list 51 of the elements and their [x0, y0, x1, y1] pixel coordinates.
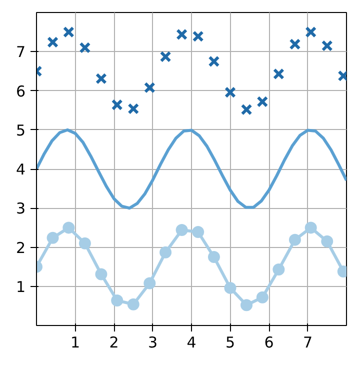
y-tick-label: 1	[16, 278, 26, 296]
x-tick-label: 2	[109, 334, 119, 352]
point	[160, 246, 172, 258]
x-tick-label: 5	[225, 334, 236, 352]
point	[240, 104, 252, 116]
point	[176, 28, 188, 40]
point	[127, 298, 140, 310]
point	[224, 86, 236, 98]
point	[62, 222, 75, 234]
point	[95, 268, 108, 280]
point	[144, 277, 156, 290]
point	[256, 291, 268, 304]
point	[128, 103, 140, 114]
point	[208, 56, 220, 68]
point	[46, 232, 59, 244]
point	[272, 68, 284, 80]
point	[160, 50, 172, 62]
y-tick-label: 5	[16, 121, 26, 140]
y-tick-label: 7	[16, 43, 26, 62]
point	[288, 234, 301, 246]
point	[208, 251, 220, 264]
x-tick-label: 3	[148, 334, 158, 352]
x-tick-label: 7	[302, 334, 313, 352]
point	[289, 38, 301, 50]
point	[192, 30, 204, 42]
y-tick-label: 3	[16, 200, 26, 218]
point	[224, 282, 236, 294]
point	[47, 36, 59, 48]
point	[321, 40, 333, 52]
y-tick-label: 6	[16, 82, 26, 100]
point	[78, 237, 91, 250]
point	[111, 99, 123, 111]
line-series	[36, 128, 346, 210]
point	[256, 96, 268, 108]
point	[79, 42, 91, 54]
point	[111, 294, 124, 306]
point	[144, 82, 156, 94]
point	[95, 72, 107, 84]
point	[305, 26, 317, 38]
x-tick-label: 4	[186, 334, 196, 352]
point	[304, 222, 317, 234]
point	[272, 264, 285, 276]
point	[321, 235, 334, 248]
x-tick-label: 1	[70, 334, 80, 352]
y-tick-label: 2	[16, 238, 26, 257]
point	[192, 226, 204, 238]
y-tick-label: 4	[16, 160, 26, 178]
point	[176, 224, 188, 236]
point	[62, 26, 74, 38]
point	[240, 299, 253, 312]
x-tick-label: 6	[264, 334, 274, 352]
